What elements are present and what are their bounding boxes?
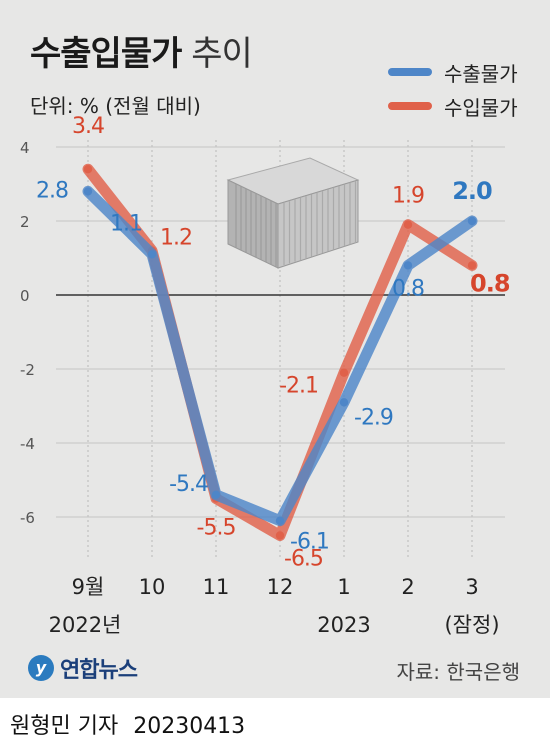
data-label-0-5: 0.8 xyxy=(392,276,424,301)
data-label-1-4: -2.1 xyxy=(279,374,318,399)
y-tick-label-2: 0 xyxy=(20,287,30,305)
logo-mark-icon: y xyxy=(28,655,54,681)
data-point-0-4 xyxy=(339,398,349,407)
data-label-1-1: 1.2 xyxy=(160,226,192,251)
x-tick-label-0: 9월 xyxy=(72,575,105,599)
data-point-0-0 xyxy=(83,187,93,196)
legend: 수출물가 수입물가 xyxy=(388,55,518,123)
y-tick-label-0: 4 xyxy=(20,139,30,157)
unit-label: 단위: % (전월 대비) xyxy=(30,94,201,118)
source-note: 자료: 한국은행 xyxy=(396,660,521,684)
data-label-0-2: -5.4 xyxy=(169,472,208,497)
data-label-0-1: 1.1 xyxy=(110,211,142,236)
chart-panel xyxy=(0,0,550,698)
chart-title: 수출입물가 추이 xyxy=(30,26,253,75)
x-tick-label-5: 2 xyxy=(401,575,414,599)
data-label-1-6: 0.8 xyxy=(470,269,510,297)
legend-label-export: 수출물가 xyxy=(444,61,518,86)
title-bold: 수출입물가 xyxy=(30,34,182,74)
legend-item-export: 수출물가 xyxy=(388,55,518,89)
data-point-1-0 xyxy=(83,165,93,174)
data-point-1-4 xyxy=(339,368,349,377)
x-sub-label-0: 2022년 xyxy=(49,613,122,637)
data-label-1-3: -6.5 xyxy=(284,547,323,572)
logo-text: 연합뉴스 xyxy=(60,658,138,683)
publish-date: 20230413 xyxy=(133,714,246,739)
data-label-0-6: 2.0 xyxy=(452,177,492,205)
line-chart: 4 2 0 -2 -4 -6 2.8 1.1 -5.4 -6.1 -2.9 0.8 2.0 3.4 1.2 -… xyxy=(20,114,511,637)
data-point-0-2 xyxy=(211,490,221,499)
data-label-0-0: 2.8 xyxy=(36,178,68,203)
x-tick-label-2: 11 xyxy=(203,575,230,599)
data-point-0-3 xyxy=(275,516,285,525)
y-tick-label-5: -6 xyxy=(20,509,35,527)
legend-label-import: 수입물가 xyxy=(444,95,518,120)
data-label-1-5: 1.9 xyxy=(392,184,424,209)
x-tick-label-3: 12 xyxy=(267,575,294,599)
y-tick-label-1: 2 xyxy=(20,213,30,231)
legend-swatch-export xyxy=(388,68,432,76)
data-label-0-3: -6.1 xyxy=(290,530,329,555)
x-tick-label-6: 3 xyxy=(465,575,478,599)
y-tick-label-4: -4 xyxy=(20,435,35,453)
data-label-0-4: -2.9 xyxy=(354,405,393,430)
data-label-1-2: -5.5 xyxy=(197,516,236,541)
byline: 원형민 기자 20230413 xyxy=(10,708,245,740)
data-point-0-5 xyxy=(403,261,413,270)
reporter-name: 원형민 기자 xyxy=(10,714,119,739)
x-tick-label-4: 1 xyxy=(337,575,350,599)
container-icon xyxy=(226,157,360,269)
data-point-1-5 xyxy=(403,220,413,229)
data-label-1-0: 3.4 xyxy=(72,114,104,139)
legend-item-import: 수입물가 xyxy=(388,89,518,123)
data-point-0-6 xyxy=(467,216,477,226)
logo: y 연합뉴스 xyxy=(28,652,138,684)
x-tick-label-1: 10 xyxy=(139,575,166,599)
x-sub-label-4: 2023 xyxy=(317,613,370,637)
data-point-1-6 xyxy=(467,261,477,270)
data-point-1-3 xyxy=(275,531,285,540)
y-tick-label-3: -2 xyxy=(20,361,35,379)
data-point-0-1 xyxy=(147,250,157,259)
title-light: 추이 xyxy=(191,34,253,74)
x-sub-label-6: (잠정) xyxy=(444,613,499,637)
legend-swatch-import xyxy=(388,102,432,110)
